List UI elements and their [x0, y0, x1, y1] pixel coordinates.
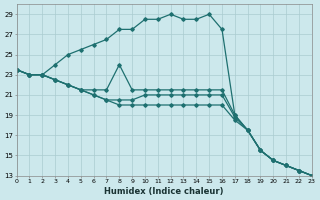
X-axis label: Humidex (Indice chaleur): Humidex (Indice chaleur) [105, 187, 224, 196]
